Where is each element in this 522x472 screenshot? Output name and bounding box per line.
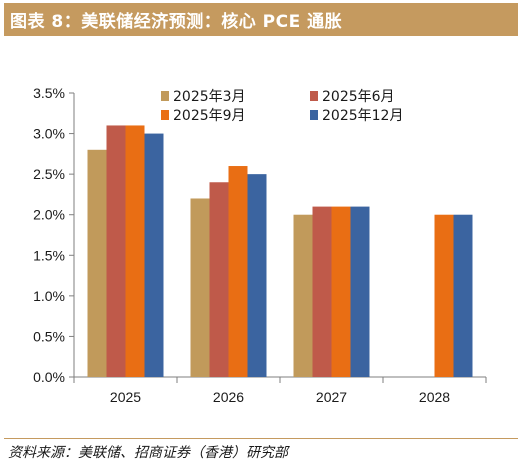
bar-4-2026 [247, 174, 267, 377]
bar-3-2026 [228, 166, 248, 377]
source-note: 资料来源：美联储、招商证券（香港）研究部 [8, 445, 288, 461]
y-tick-label: 1.0% [33, 288, 65, 304]
y-tick-label: 3.5% [33, 85, 65, 101]
bar-2-2027 [312, 206, 332, 377]
figure-header: 图表 8：美联储经济预测：核心 PCE 通胀 [4, 3, 518, 36]
x-tick-label: 2027 [316, 389, 347, 405]
bar-1-2026 [190, 198, 210, 377]
bar-3-2025 [125, 125, 145, 377]
chart-area: 0.0% 0.5% 1.0% 1.5% 2.0% 2.5% 3.0% 3.5% 2025 2026… [0, 40, 522, 440]
y-tick-label: 0.0% [33, 369, 65, 385]
y-tick-label: 1.5% [33, 247, 65, 263]
legend-swatch [310, 91, 318, 101]
x-tick-label: 2025 [110, 389, 141, 405]
bar-1-2025 [87, 149, 107, 377]
bar-4-2027 [350, 206, 370, 377]
y-tick-label: 2.5% [33, 166, 65, 182]
bar-1-2027 [293, 214, 313, 377]
bar-2-2025 [106, 125, 126, 377]
bar-2-2026 [209, 182, 229, 377]
bar-4-2025 [144, 133, 164, 377]
bar-3-2028 [434, 214, 454, 377]
legend-swatch [161, 91, 169, 101]
legend-label: 2025年12月 [322, 108, 403, 124]
footer-divider [4, 438, 518, 439]
bar-chart: 0.0% 0.5% 1.0% 1.5% 2.0% 2.5% 3.0% 3.5% 2025 2026… [33, 85, 487, 405]
y-tick-label: 3.0% [33, 126, 65, 142]
legend-label: 2025年9月 [173, 108, 246, 124]
legend-label: 2025年3月 [173, 89, 246, 105]
legend-swatch [310, 110, 318, 120]
y-tick-label: 2.0% [33, 207, 65, 223]
x-tick-label: 2026 [213, 389, 244, 405]
figure-title: 图表 8：美联储经济预测：核心 PCE 通胀 [10, 12, 343, 32]
bar-3-2027 [331, 206, 351, 377]
x-tick-label: 2028 [419, 389, 450, 405]
bar-4-2028 [453, 214, 473, 377]
legend-swatch [161, 110, 169, 120]
legend-label: 2025年6月 [322, 89, 395, 105]
y-tick-label: 0.5% [33, 328, 65, 344]
